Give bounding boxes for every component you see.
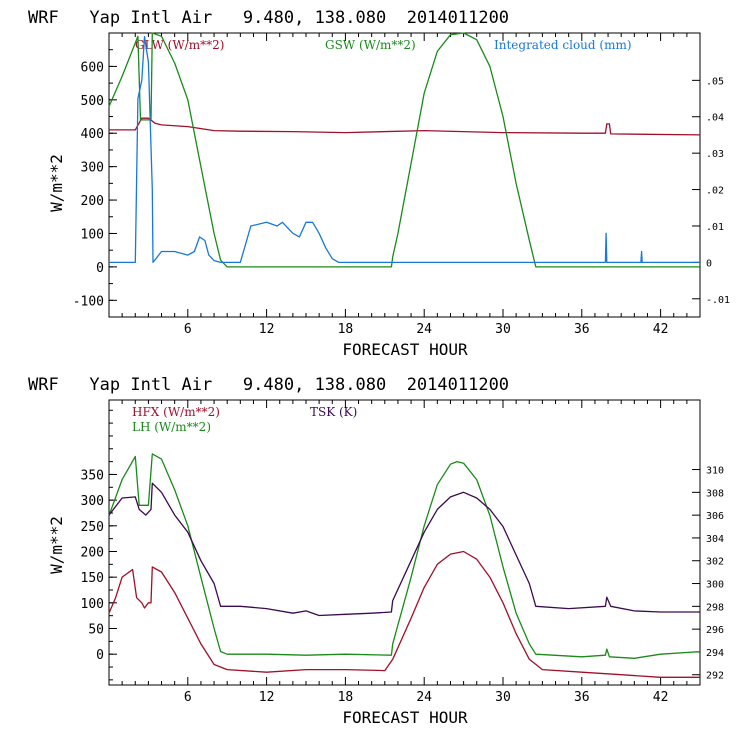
top-y2-tick-label: .05 — [706, 76, 724, 87]
bottom-x-tick-label: 36 — [574, 690, 590, 705]
legend-integrated-cloud: Integrated cloud (mm) — [494, 38, 632, 52]
top-y2-tick-label: .04 — [706, 113, 724, 124]
bottom-x-tick-label: 42 — [653, 690, 669, 705]
bottom-y-tick-label: 300 — [81, 494, 104, 509]
legend-tsk: TSK (K) — [310, 405, 357, 419]
top-chart-title: WRF Yap Intl Air 9.480, 138.080 20140112… — [28, 8, 509, 28]
top-y2-tick-label: .03 — [706, 149, 724, 160]
bottom-y2-tick-label: 298 — [706, 602, 724, 613]
bottom-plot-frame — [108, 399, 701, 686]
top-y2-tick-label: -.01 — [706, 295, 730, 306]
top-x-tick-label: 6 — [184, 322, 192, 337]
bottom-chart: WRF Yap Intl Air 9.480, 138.080 20140112… — [28, 375, 724, 727]
bottom-y-tick-label: 50 — [88, 623, 104, 638]
bottom-x-tick-label: 12 — [259, 690, 275, 705]
top-y-axis-label: W/m**2 — [47, 154, 66, 212]
top-y2-tick-label: .01 — [706, 222, 724, 233]
bottom-y2-tick-label: 308 — [706, 488, 724, 499]
bottom-x-tick-label: 24 — [416, 690, 432, 705]
legend-gsw: GSW (W/m**2) — [325, 38, 416, 52]
top-x-axis-label: FORECAST HOUR — [342, 340, 468, 359]
bottom-y-axis-label: W/m**2 — [47, 516, 66, 574]
top-chart: WRF Yap Intl Air 9.480, 138.080 20140112… — [28, 8, 730, 359]
bottom-y-tick-label: 100 — [81, 597, 104, 612]
top-y2-tick-label: .02 — [706, 186, 724, 197]
bottom-y-tick-label: 200 — [81, 545, 104, 560]
bottom-series-hfx-line — [108, 550, 700, 678]
legend-lh: LH (W/m**2) — [132, 420, 211, 434]
top-x-tick-label: 24 — [416, 322, 432, 337]
bottom-y-tick-label: 0 — [96, 648, 104, 663]
bottom-x-tick-label: 6 — [184, 690, 192, 705]
top-y-tick-label: 400 — [81, 127, 104, 142]
bottom-series-tsk-line — [108, 482, 700, 617]
bottom-y-tick-label: 350 — [81, 468, 104, 483]
bottom-x-tick-label: 30 — [495, 690, 511, 705]
bottom-y-tick-label: 150 — [81, 571, 104, 586]
bottom-y2-tick-label: 294 — [706, 648, 724, 659]
legend-hfx: HFX (W/m**2) — [132, 405, 220, 419]
top-y-tick-label: 500 — [81, 94, 104, 109]
bottom-y2-tick-label: 310 — [706, 466, 724, 477]
bottom-y2-tick-label: 306 — [706, 511, 724, 522]
top-series-glw-line — [109, 117, 701, 136]
bottom-x-tick-label: 18 — [338, 690, 354, 705]
top-x-tick-label: 18 — [338, 322, 354, 337]
top-y-tick-label: 0 — [96, 261, 104, 276]
bottom-y2-tick-label: 300 — [706, 580, 724, 591]
top-y-tick-label: -100 — [73, 294, 104, 309]
bottom-chart-title: WRF Yap Intl Air 9.480, 138.080 20140112… — [28, 375, 509, 395]
bottom-x-axis-label: FORECAST HOUR — [342, 708, 468, 727]
bottom-y2-tick-label: 304 — [706, 534, 724, 545]
top-y2-tick-label: 0 — [706, 258, 712, 269]
bottom-y2-tick-label: 302 — [706, 557, 724, 568]
legend-glw: GLW (W/m**2) — [135, 38, 224, 52]
bottom-y2-tick-label: 292 — [706, 671, 724, 682]
top-y-tick-label: 100 — [81, 227, 104, 242]
top-x-tick-label: 12 — [259, 322, 275, 337]
bottom-y2-tick-label: 296 — [706, 625, 724, 636]
top-x-tick-label: 30 — [495, 322, 511, 337]
top-x-tick-label: 36 — [574, 322, 590, 337]
top-y-tick-label: 200 — [81, 194, 104, 209]
top-plot-frame — [108, 32, 701, 318]
bottom-series-lh-line — [108, 453, 701, 659]
top-series-gsw-line — [108, 32, 700, 268]
top-x-tick-label: 42 — [653, 322, 669, 337]
top-y-tick-label: 600 — [81, 60, 104, 75]
top-y-tick-label: 300 — [81, 161, 104, 176]
bottom-y-tick-label: 250 — [81, 520, 104, 535]
top-series-integrated-line — [109, 35, 700, 264]
